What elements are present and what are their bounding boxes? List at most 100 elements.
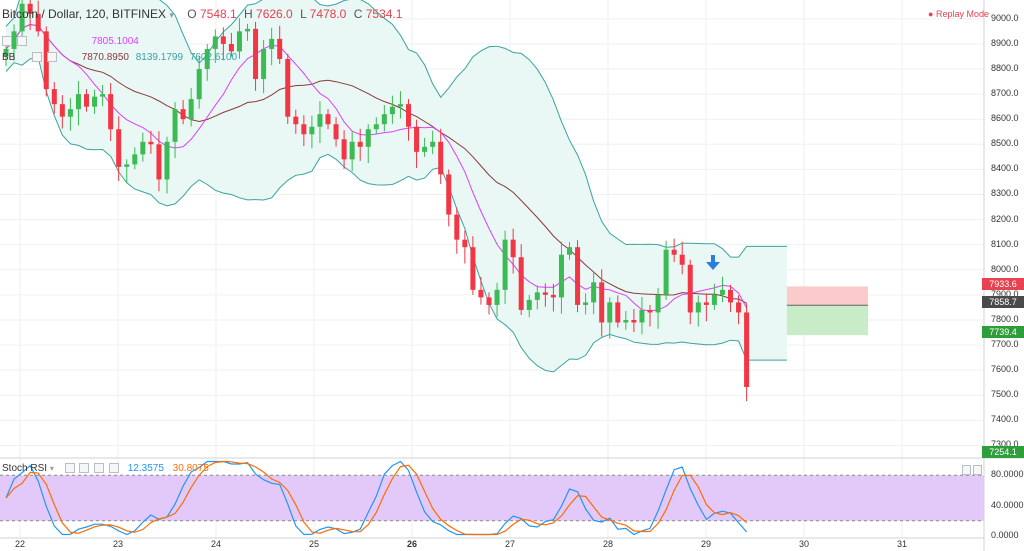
candle-body [11, 31, 17, 49]
candle-body [285, 58, 291, 117]
bb-label: BB [2, 52, 16, 63]
open-label: O [187, 7, 197, 21]
candle-body [486, 297, 492, 305]
candle-body [679, 254, 685, 265]
candle-body [422, 146, 428, 152]
candle-body [253, 28, 259, 80]
close-label: C [353, 7, 363, 21]
open-value: 7548.1 [199, 7, 237, 21]
candle-body [204, 48, 210, 70]
candle-body [84, 94, 89, 107]
bb-settings-icon[interactable] [46, 52, 57, 63]
candle-body [373, 124, 379, 130]
ma-eye-icon[interactable] [2, 36, 12, 47]
price-tick: 8100.0 [991, 238, 1019, 249]
ma-legend[interactable]: 7805.1004 [2, 36, 139, 47]
candle-body [671, 249, 677, 255]
stoch-legend[interactable]: Stoch RSI ▾ 12.3575 30.8075 [2, 463, 209, 474]
candle-body [550, 294, 556, 298]
stoch-label[interactable]: Stoch RSI [2, 463, 48, 474]
candle-body [567, 247, 572, 255]
price-tick: 8500.0 [991, 138, 1019, 149]
candle-body [220, 36, 226, 44]
candle-body [607, 302, 613, 323]
candle-body [301, 124, 307, 135]
price-tick: 8300.0 [991, 188, 1019, 199]
candle-body [414, 126, 420, 152]
bb-eye-icon[interactable] [32, 52, 43, 63]
candle-body [438, 141, 444, 175]
candle-body [228, 43, 234, 52]
stop-price-badge: 7933.6 [982, 278, 1024, 290]
candle-body [695, 302, 701, 313]
entry-price-badge: 7858.7 [982, 296, 1024, 308]
candle-body [454, 214, 460, 240]
price-tick: 8600.0 [991, 113, 1019, 124]
candle-body [470, 247, 476, 290]
candle-body [156, 144, 162, 180]
candle-body [59, 104, 65, 117]
price-tick: 8800.0 [991, 63, 1019, 73]
candle-body [333, 124, 339, 140]
candle-body [711, 294, 717, 305]
bb-value-upper: 8139.1799 [135, 52, 184, 63]
candle-body [687, 264, 693, 313]
stoch-k-value: 12.3575 [127, 463, 164, 474]
candle-body [164, 141, 170, 180]
bb-value-lower: 7602.6100 [189, 52, 238, 63]
stoch-add-icon[interactable] [94, 463, 105, 474]
candle-body [172, 109, 178, 142]
stoch-band [0, 475, 984, 521]
candles [3, 0, 750, 402]
time-tick: 23 [112, 539, 124, 549]
candle-body [75, 94, 81, 110]
candle-body [639, 309, 645, 323]
moving-average-slow [5, 23, 747, 304]
replay-mode-indicator[interactable]: ● Replay Mode [928, 9, 989, 19]
stoch-d-line [5, 460, 747, 536]
candle-body [51, 89, 57, 105]
price-tick: 8400.0 [991, 163, 1019, 174]
ma-settings-icon[interactable] [16, 36, 27, 47]
pane-maximize-icon[interactable] [962, 465, 971, 475]
price-tick: 7800.0 [991, 313, 1019, 324]
candle-body [744, 312, 750, 387]
stoch-dropdown-icon[interactable]: ▾ [49, 464, 54, 473]
candle-body [583, 302, 589, 305]
pane-collapse-icon[interactable] [973, 465, 982, 475]
candle-body [430, 141, 436, 147]
candle-body [446, 174, 452, 215]
candle-body [381, 114, 387, 125]
candle-body [124, 164, 130, 167]
candle-body [140, 141, 146, 155]
candle-body [236, 31, 242, 52]
dropdown-icon[interactable]: ▾ [169, 10, 174, 20]
symbol-title[interactable]: Bitcoin / Dollar, 120, BITFINEX [2, 7, 167, 21]
time-tick: 29 [700, 539, 712, 549]
candle-body [67, 109, 73, 117]
candle-body [349, 141, 355, 160]
target-price-badge: 7739.4 [982, 326, 1024, 338]
candle-body [261, 48, 267, 80]
stoch-eye-icon[interactable] [64, 463, 75, 474]
candle-body [277, 38, 283, 59]
candle-body [293, 116, 299, 125]
replay-arrow-icon[interactable] [706, 255, 720, 270]
bb-legend[interactable]: BB 7870.8950 8139.1799 7602.6100 [2, 52, 237, 63]
stoch-close-icon[interactable] [108, 463, 119, 474]
price-tick: 7300.0 [991, 439, 1019, 450]
candle-body [43, 31, 49, 90]
replay-mode-label: Replay Mode [935, 9, 989, 19]
price-tick: 8700.0 [991, 88, 1019, 99]
candle-body [325, 114, 331, 125]
symbol-legend[interactable]: Bitcoin / Dollar, 120, BITFINEX ▾ O 7548… [2, 7, 402, 21]
stoch-settings-icon[interactable] [79, 463, 90, 474]
candle-body [212, 36, 218, 49]
candle-body [542, 292, 548, 295]
candle-body [245, 28, 250, 32]
candle-body [27, 3, 33, 14]
candle-body [526, 299, 532, 310]
candle-body [575, 247, 581, 305]
candle-body [100, 94, 106, 97]
